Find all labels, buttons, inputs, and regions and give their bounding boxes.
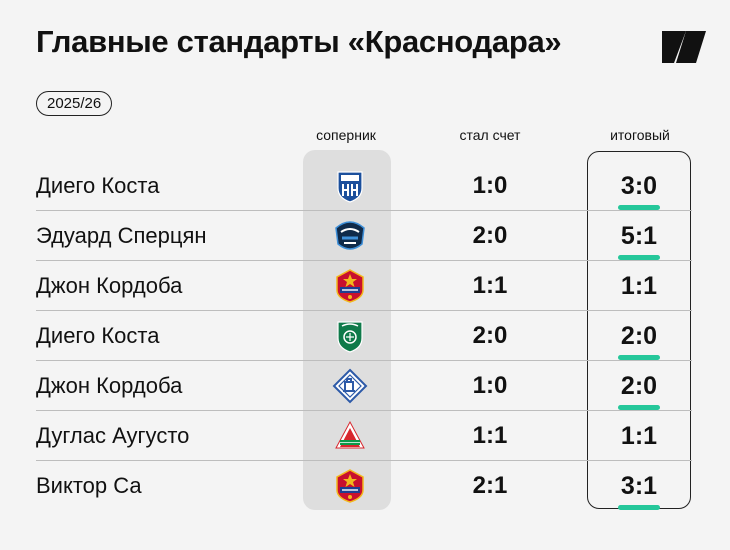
- score-at-goal: 2:0: [472, 222, 508, 249]
- sochi-crest-icon: [332, 218, 368, 254]
- table-row: Джон Кордоба 1:1 1:1: [36, 261, 692, 311]
- final-score-underline: [618, 405, 660, 410]
- cska-crest-icon: [332, 268, 368, 304]
- column-header-opponent: соперник: [316, 127, 376, 143]
- player-name: Джон Кордоба: [36, 373, 183, 398]
- akhmat-crest-icon: [332, 318, 368, 354]
- score-at-goal: 1:1: [472, 272, 508, 299]
- final-score: 3:0: [620, 172, 658, 200]
- score-at-goal: 1:0: [472, 372, 508, 399]
- player-name: Джон Кордоба: [36, 273, 183, 298]
- final-score: 2:0: [620, 322, 658, 350]
- player-name: Диего Коста: [36, 323, 160, 348]
- column-header-score: стал счет: [459, 127, 521, 143]
- final-score: 5:1: [620, 222, 658, 250]
- player-name: Эдуард Сперцян: [36, 223, 207, 248]
- score-at-goal: 2:1: [472, 472, 508, 499]
- final-score: 1:1: [620, 422, 658, 450]
- score-at-goal: 1:1: [472, 422, 508, 449]
- final-score: 1:1: [620, 272, 658, 300]
- player-name: Виктор Са: [36, 473, 142, 498]
- final-score-underline: [618, 255, 660, 260]
- final-score-underline: [618, 205, 660, 210]
- final-score-underline: [618, 355, 660, 360]
- column-header-final: итоговый: [610, 127, 670, 143]
- player-name: Дуглас Аугусто: [36, 423, 190, 448]
- final-score: 3:1: [620, 472, 658, 500]
- score-at-goal: 1:0: [472, 172, 508, 199]
- season-badge: 2025/26: [36, 91, 113, 116]
- final-score: 2:0: [620, 372, 658, 400]
- table-row: Диего Коста 2:0 2:0: [36, 311, 692, 361]
- table-row: Дуглас Аугусто 1:1 1:1: [36, 411, 692, 461]
- score-at-goal: 2:0: [472, 322, 508, 349]
- brand-logo-icon: [662, 31, 706, 63]
- table-row: Эдуард Сперцян 2:0 5:1: [36, 211, 692, 261]
- cska-crest-icon: [332, 468, 368, 504]
- dynamo-crest-icon: [332, 368, 368, 404]
- player-name: Диего Коста: [36, 173, 160, 198]
- page-title: Главные стандарты «Краснодара»: [36, 24, 562, 59]
- pari-nn-crest-icon: [332, 168, 368, 204]
- table-row: Диего Коста 1:0 3:0: [36, 161, 692, 211]
- final-score-underline: [618, 505, 660, 510]
- table-row: Виктор Са 2:1 3:1: [36, 461, 692, 511]
- table-row: Джон Кордоба 1:0 2:0: [36, 361, 692, 411]
- lokomotiv-crest-icon: [332, 418, 368, 454]
